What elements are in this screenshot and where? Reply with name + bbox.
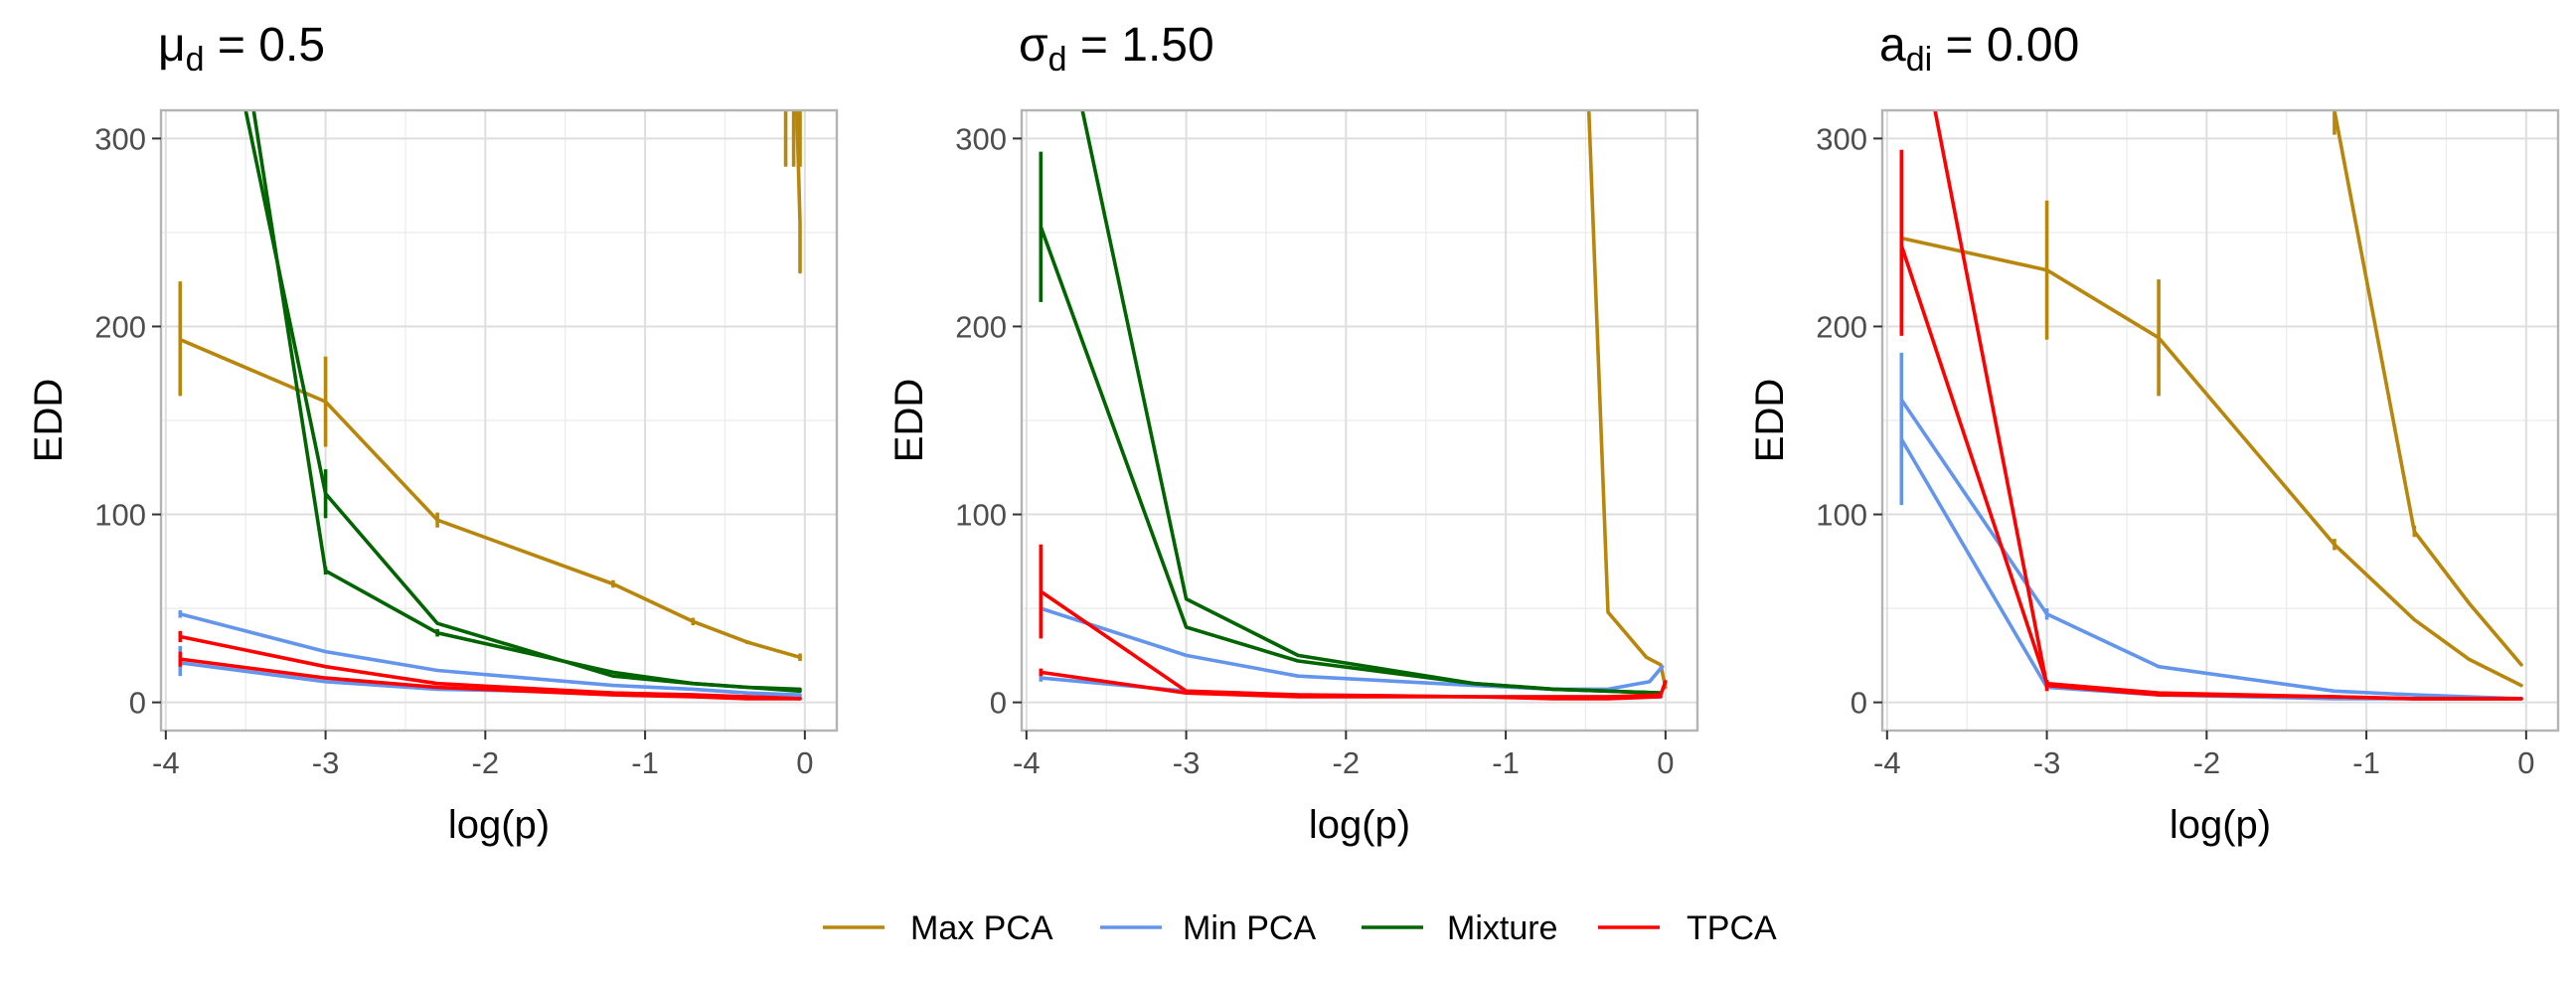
series-line [178, 657, 802, 701]
series-max-pca [1586, 110, 1668, 690]
title-subscript: di [1906, 41, 1932, 79]
y-tick-label: 200 [955, 309, 1007, 344]
y-axis-label: EDD [27, 379, 71, 462]
panel-border [159, 108, 839, 733]
x-tick-label: -1 [1492, 745, 1520, 780]
x-tick-label: -4 [152, 745, 180, 780]
x-tick-label: -2 [1333, 745, 1361, 780]
y-tick-label: 100 [94, 498, 146, 533]
panel-title: adi = 0.00 [1879, 19, 2079, 79]
series-max-pca [178, 110, 802, 662]
panel-title: σd = 1.50 [1019, 19, 1214, 79]
x-tick-label: 0 [796, 745, 813, 780]
x-tick-label: -3 [2033, 745, 2061, 780]
plot-area [1899, 110, 2523, 701]
title-symbol: a [1879, 19, 1906, 72]
series-mixture [1039, 110, 1663, 695]
legend-item-min-pca: Min PCA [1100, 909, 1316, 947]
chart-panel-3: -4 -3 -2 -1 0 0 100 200 300 log(p) EDD adi = 0.00 [1748, 19, 2560, 847]
legend-label: Mixture [1447, 909, 1557, 947]
plot-area [1039, 110, 1668, 701]
series-line [1080, 110, 1663, 695]
y-axis-label: EDD [887, 379, 931, 462]
x-axis-label: log(p) [2170, 803, 2271, 847]
major-gridlines [1022, 110, 1697, 731]
minor-gridlines [161, 110, 837, 731]
y-tick-label: 0 [129, 686, 146, 721]
title-value: = 0.5 [205, 19, 325, 72]
x-tick-label: -4 [1873, 745, 1901, 780]
axes: -4 -3 -2 -1 0 0 100 200 300 [955, 121, 1674, 780]
major-gridlines [161, 110, 837, 731]
legend-item-max-pca: Max PCA [823, 909, 1053, 947]
x-tick-label: -3 [1173, 745, 1201, 780]
series-line [795, 110, 802, 274]
legend-label: TPCA [1687, 909, 1777, 947]
minor-gridlines [1022, 110, 1697, 731]
x-tick-label: 0 [1657, 745, 1674, 780]
series-line [2333, 110, 2523, 667]
series-line [1586, 110, 1668, 690]
chart-panel-1: -4 -3 -2 -1 0 0 100 200 300 log(p) EDD μd = 0.5 [27, 19, 839, 847]
title-value: = 0.00 [1932, 19, 2079, 72]
title-symbol: σ [1019, 19, 1048, 72]
x-tick-label: -4 [1013, 745, 1041, 780]
axes: -4 -3 -2 -1 0 0 100 200 300 [1816, 121, 2534, 780]
chart-panel-2: -4 -3 -2 -1 0 0 100 200 300 log(p) EDD σd = 1.50 [887, 19, 1699, 847]
title-subscript: d [1048, 41, 1067, 79]
x-tick-label: 0 [2517, 745, 2534, 780]
series-line [178, 634, 802, 701]
x-axis-label: log(p) [1309, 803, 1410, 847]
x-tick-label: -1 [2352, 745, 2380, 780]
plot-area [178, 110, 802, 701]
y-tick-label: 0 [1851, 686, 1867, 721]
x-tick-label: -2 [472, 745, 500, 780]
major-gridlines [1882, 110, 2558, 731]
series-tpca [1039, 544, 1668, 701]
legend-label: Min PCA [1183, 909, 1316, 947]
title-subscript: d [186, 41, 205, 79]
panel-border [1020, 108, 1699, 733]
legend-item-tpca: TPCA [1598, 909, 1777, 947]
x-tick-label: -2 [2193, 745, 2221, 780]
x-tick-label: -1 [631, 745, 659, 780]
series-line [178, 612, 802, 697]
series-line [1039, 670, 1663, 701]
y-tick-label: 100 [955, 498, 1007, 533]
series-tpca [178, 630, 802, 701]
legend: Max PCA Min PCA Mixture TPCA [823, 909, 1777, 947]
x-tick-label: -3 [312, 745, 340, 780]
y-tick-label: 300 [94, 121, 146, 156]
y-tick-label: 100 [1816, 498, 1867, 533]
series-tpca [1899, 110, 2523, 701]
y-tick-label: 300 [955, 121, 1007, 156]
y-tick-label: 0 [990, 686, 1007, 721]
panel-border [1880, 108, 2560, 733]
y-axis-label: EDD [1748, 379, 1792, 462]
title-value: = 1.50 [1067, 19, 1214, 72]
y-tick-label: 200 [1816, 309, 1867, 344]
y-tick-label: 200 [94, 309, 146, 344]
title-symbol: μ [158, 19, 186, 72]
series-mixture [243, 110, 802, 694]
axes: -4 -3 -2 -1 0 0 100 200 300 [94, 121, 813, 780]
legend-label: Max PCA [910, 909, 1053, 947]
legend-item-mixture: Mixture [1362, 909, 1557, 947]
x-axis-label: log(p) [448, 803, 550, 847]
panel-title: μd = 0.5 [158, 19, 325, 79]
y-tick-label: 300 [1816, 121, 1867, 156]
